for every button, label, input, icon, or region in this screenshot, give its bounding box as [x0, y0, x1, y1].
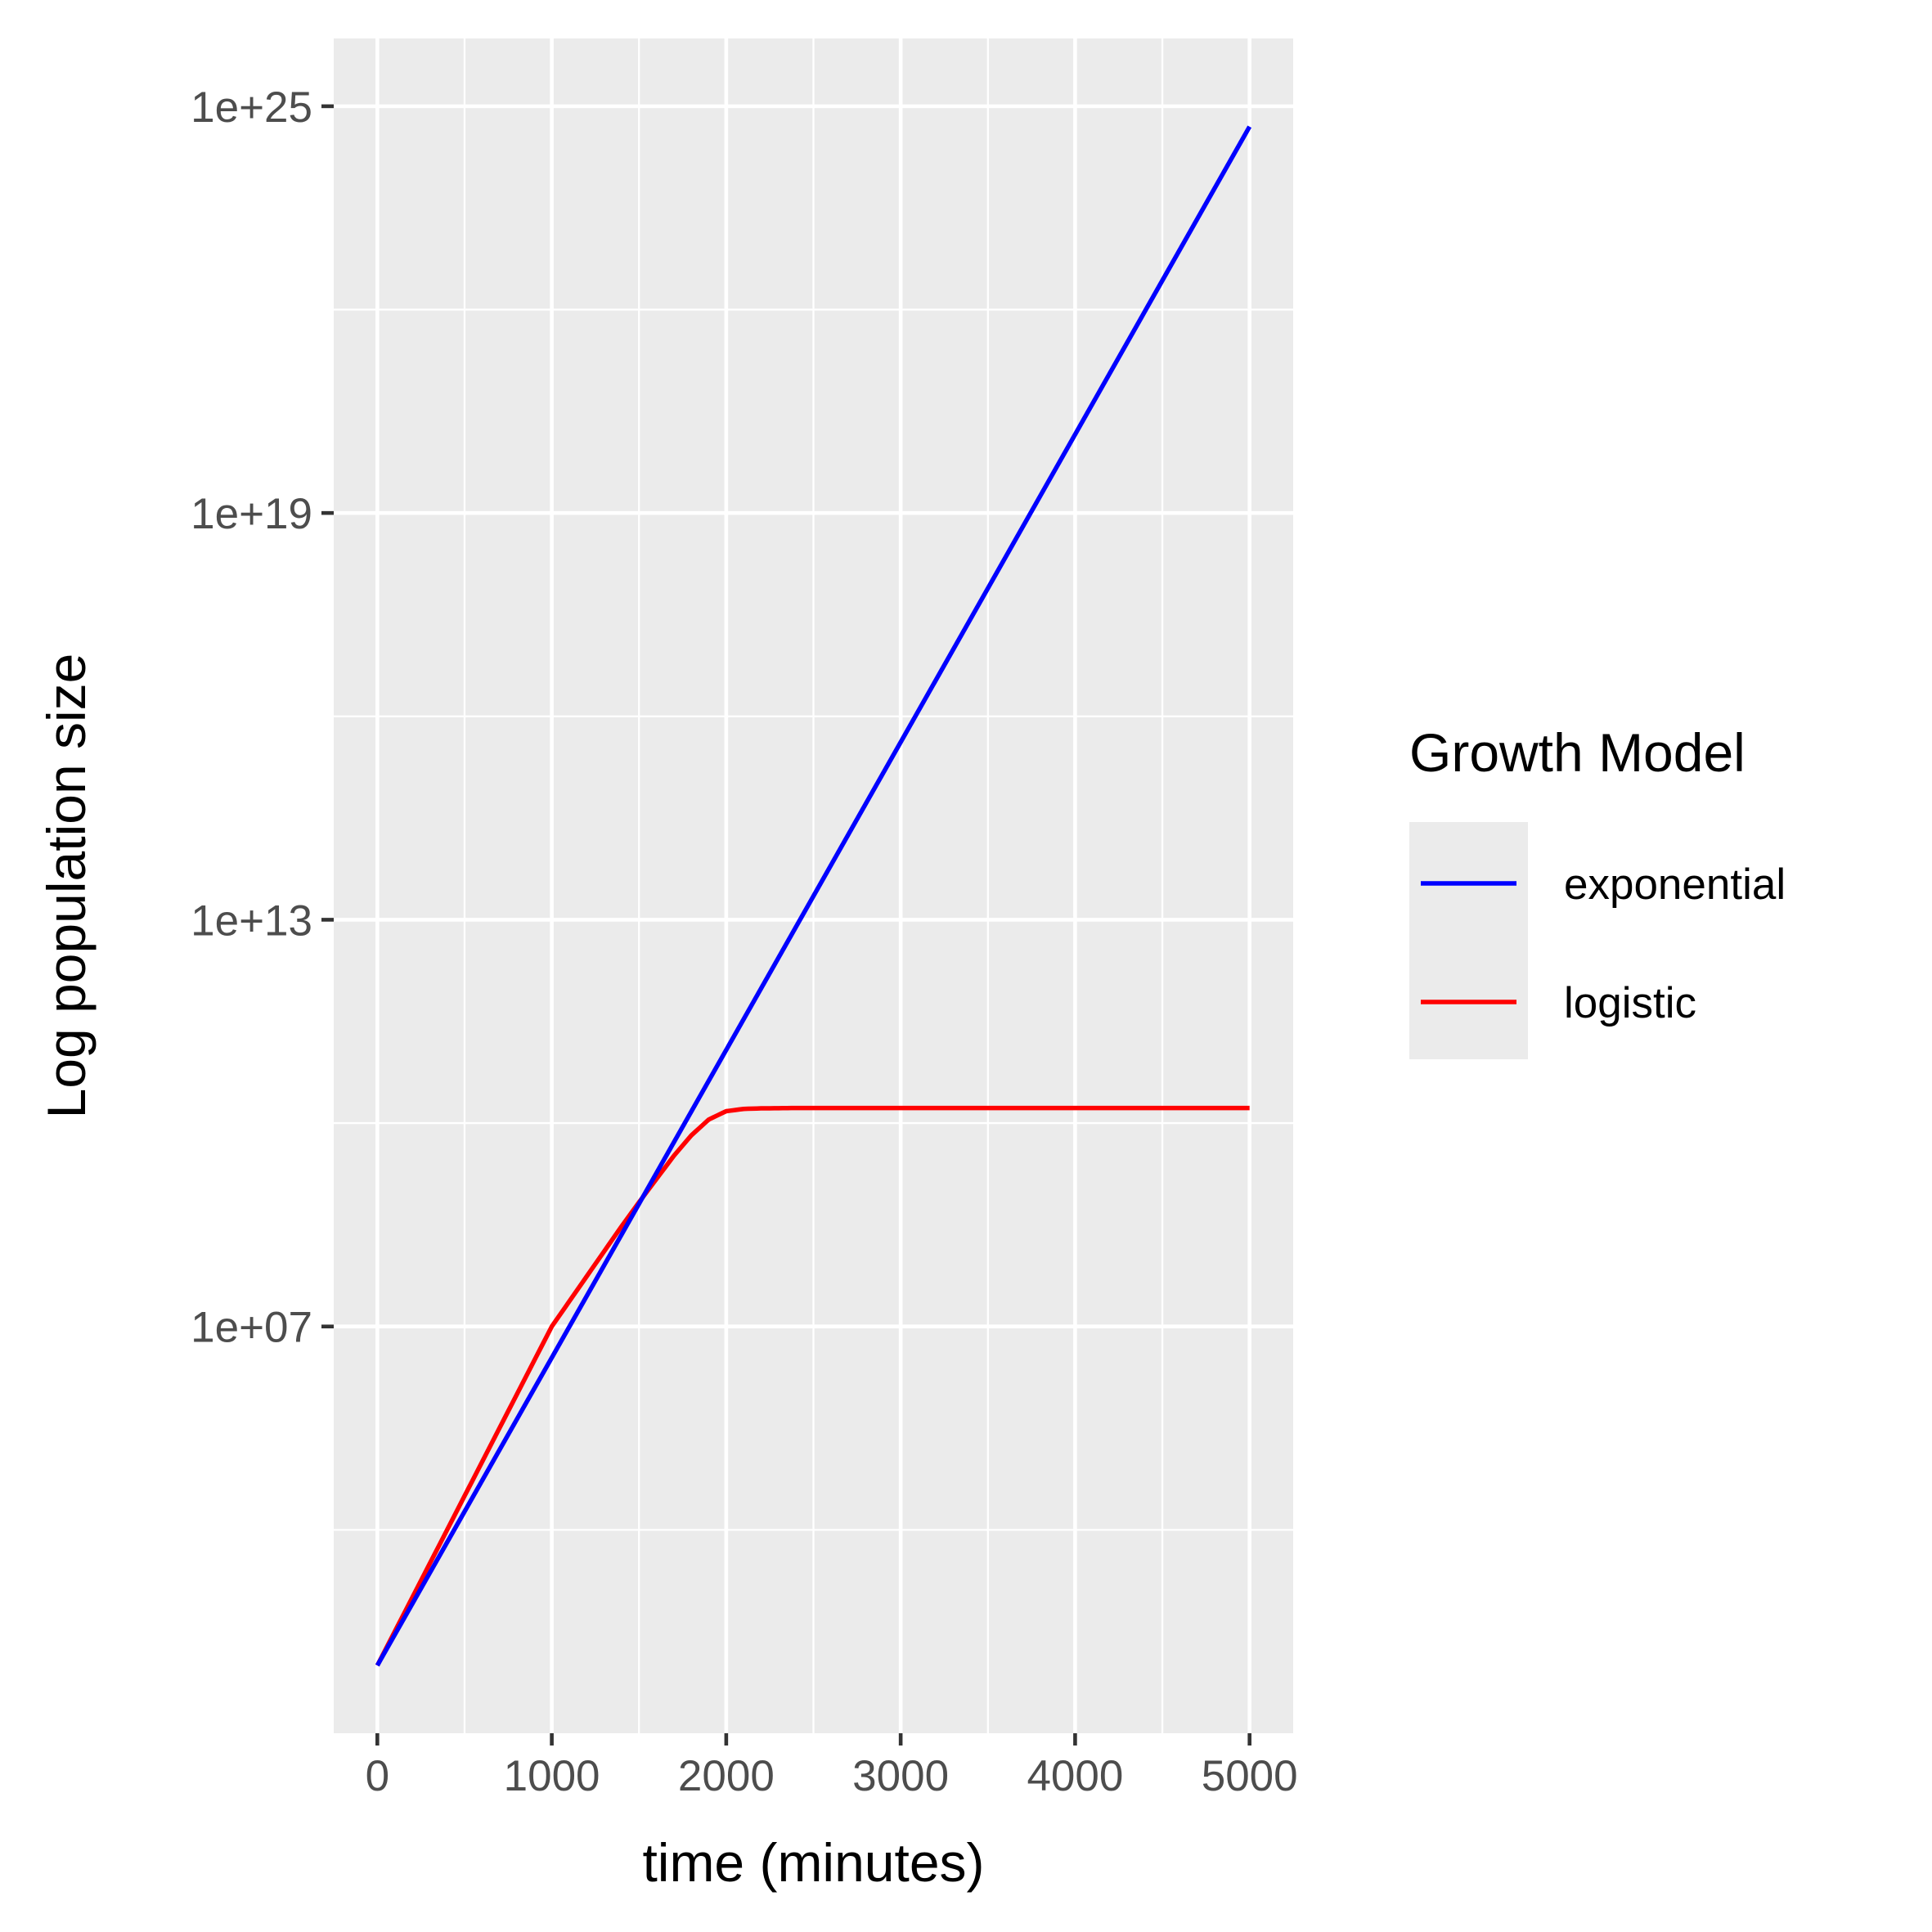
y-tick-label: 1e+25 [191, 83, 312, 132]
x-tick-label: 2000 [678, 1752, 775, 1800]
legend-key-background [1409, 822, 1528, 1059]
y-tick-label: 1e+07 [191, 1304, 312, 1352]
x-tick-label: 1000 [504, 1752, 600, 1800]
x-axis-title: time (minutes) [642, 1832, 984, 1893]
x-tick-label: 3000 [852, 1752, 949, 1800]
grid-minor [334, 38, 1293, 1733]
series-line-logistic [375, 1105, 1250, 1667]
y-tick-label: 1e+19 [191, 490, 312, 538]
legend-label-exponential: exponential [1564, 860, 1786, 909]
y-axis-title: Log population size [36, 654, 97, 1119]
x-axis: 0 1000 2000 3000 4000 5000 [366, 1733, 1298, 1800]
y-axis: 1e+07 1e+13 1e+19 1e+25 [191, 83, 334, 1352]
legend-entries: exponential logistic [1421, 860, 1786, 1027]
grid-major [334, 38, 1293, 1733]
series-line-exponential [375, 125, 1252, 1667]
x-tick-label: 0 [366, 1752, 389, 1800]
legend-label-logistic: logistic [1564, 979, 1696, 1027]
legend-title: Growth Model [1409, 722, 1746, 783]
y-tick-label: 1e+13 [191, 896, 312, 945]
x-tick-label: 4000 [1027, 1752, 1123, 1800]
x-tick-label: 5000 [1202, 1752, 1298, 1800]
legend: Growth Model exponential logistic [1409, 722, 1786, 1059]
series-layer [375, 125, 1252, 1667]
